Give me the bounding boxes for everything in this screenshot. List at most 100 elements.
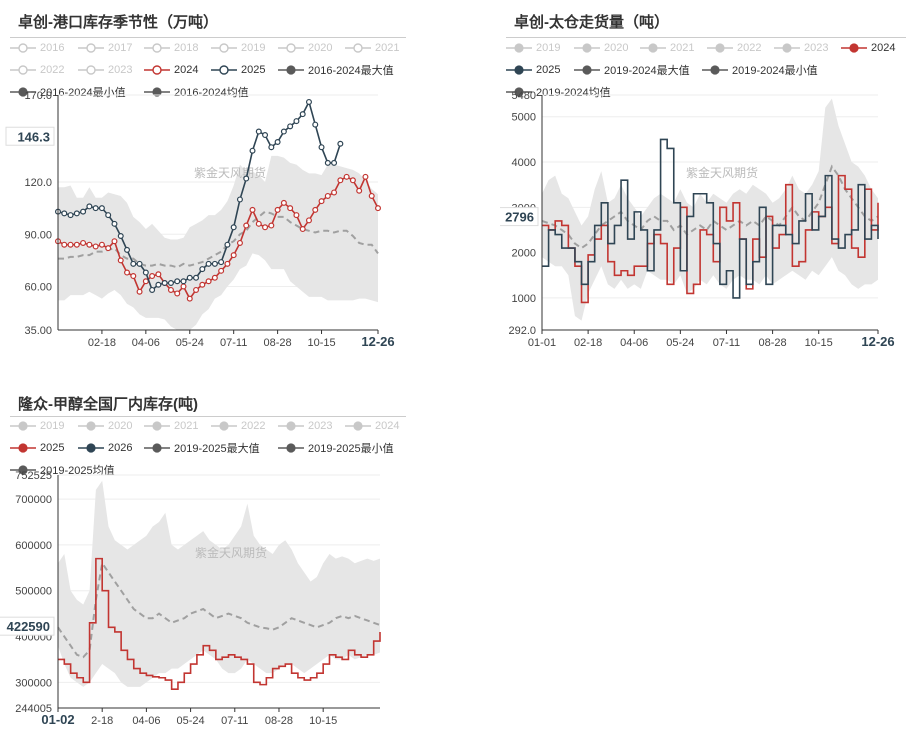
legend-item-2021[interactable]: 2021 [144, 419, 198, 433]
legend-item-2019[interactable]: 2019 [211, 41, 265, 55]
legend-marker-icon [278, 65, 304, 75]
point-2024 [86, 241, 93, 248]
legend-item-2025[interactable]: 2025 [10, 441, 64, 455]
y-tick-label: 120.0 [24, 177, 52, 189]
legend-marker-icon [211, 65, 237, 75]
legend-item-2019-2025最小值[interactable]: 2019-2025最小值 [278, 441, 394, 455]
point-2025 [299, 111, 306, 118]
legend-item-2019-2025均值[interactable]: 2019-2025均值 [10, 463, 115, 477]
point-2025 [73, 210, 80, 217]
legend-marker-icon [144, 443, 170, 453]
legend-marker-icon [774, 43, 800, 53]
legend-marker-icon [640, 43, 666, 53]
legend-item-2016-2024均值[interactable]: 2016-2024均值 [144, 85, 249, 99]
x-tick-label: 10-15 [309, 715, 337, 727]
legend-item-2023[interactable]: 2023 [774, 41, 828, 55]
x-tick-label: 05-24 [666, 337, 694, 349]
watermark: 紫金天风期货 [195, 545, 267, 560]
legend-item-2019-2024最大值[interactable]: 2019-2024最大值 [574, 63, 690, 77]
legend-label: 2016-2024最小值 [40, 87, 126, 99]
legend-item-2022[interactable]: 2022 [211, 419, 265, 433]
legend-item-2019-2024最小值[interactable]: 2019-2024最小值 [702, 63, 818, 77]
legend-item-2022[interactable]: 2022 [707, 41, 761, 55]
chart-plot: 170.0 120.0 90.00 60.00 35.00 紫金天风期货 02-18 04-0… [5, 90, 395, 349]
legend-label: 2016 [40, 42, 65, 54]
x-tick-label: 08-28 [264, 337, 292, 349]
legend-label: 2022 [737, 42, 762, 54]
point-2025 [262, 132, 269, 139]
y-tick-label: 752525 [15, 470, 52, 482]
legend-label: 2019-2024均值 [536, 87, 611, 99]
legend-item-2019[interactable]: 2019 [506, 41, 560, 55]
legend-item-2021[interactable]: 2021 [640, 41, 694, 55]
legend-item-2022[interactable]: 2022 [10, 63, 64, 77]
legend-item-2024[interactable]: 2024 [841, 41, 895, 55]
legend-label: 2021 [375, 42, 400, 54]
legend-item-2024[interactable]: 2024 [345, 419, 399, 433]
legend-item-2017[interactable]: 2017 [78, 41, 132, 55]
legend-item-2021[interactable]: 2021 [345, 41, 399, 55]
point-2025 [180, 278, 187, 285]
legend-item-2016[interactable]: 2016 [10, 41, 64, 55]
point-2025 [324, 159, 331, 166]
legend-item-2023[interactable]: 2023 [278, 419, 332, 433]
point-2024 [230, 252, 237, 259]
point-2025 [86, 203, 93, 210]
series-avg-line [58, 210, 379, 269]
legend-item-2019[interactable]: 2019 [10, 419, 64, 433]
point-2025 [61, 210, 68, 217]
legend-item-2016-2024最小值[interactable]: 2016-2024最小值 [10, 85, 126, 99]
point-2025 [161, 280, 168, 287]
point-2025 [274, 139, 281, 146]
x-tick-label: 04-06 [132, 337, 160, 349]
legend-marker-icon [10, 43, 36, 53]
x-tick-label: 05-24 [177, 715, 205, 727]
legend-item-2025[interactable]: 2025 [211, 63, 265, 77]
legend-item-2024[interactable]: 2024 [144, 63, 198, 77]
series-avg-line [541, 164, 879, 250]
point-2025 [318, 144, 325, 151]
band-max-min [58, 480, 380, 687]
point-2024 [255, 220, 262, 227]
point-2025 [255, 128, 262, 135]
y-tick-label: 600000 [15, 540, 52, 552]
legend-item-2020[interactable]: 2020 [574, 41, 628, 55]
chart-plot: 548050004000300020001000292.0紫金天风期货01-01… [500, 90, 895, 349]
x-tick-label: 12-26 [361, 334, 394, 349]
point-2024 [67, 241, 74, 248]
legend-item-2019-2025最大值[interactable]: 2019-2025最大值 [144, 441, 260, 455]
legend-label: 2025 [241, 64, 266, 76]
point-2024 [211, 274, 218, 281]
point-2024 [262, 224, 269, 231]
y-tick-label: 170.0 [24, 90, 52, 102]
point-2025 [312, 121, 319, 128]
legend-marker-icon [211, 421, 237, 431]
legend-marker-icon [144, 65, 170, 75]
legend-item-2023[interactable]: 2023 [78, 63, 132, 77]
point-2024 [268, 222, 275, 229]
legend-label: 2019-2024最小值 [732, 65, 818, 77]
legend-label: 2022 [241, 420, 266, 432]
legend-marker-icon [10, 443, 36, 453]
legend-item-2018[interactable]: 2018 [144, 41, 198, 55]
legend-item-2019-2024均值[interactable]: 2019-2024均值 [506, 85, 611, 99]
legend-label: 2016-2024最大值 [308, 65, 394, 77]
legend-item-2025[interactable]: 2025 [506, 63, 560, 77]
x-tick-label: 05-24 [176, 337, 204, 349]
y-tick-label: 90.00 [24, 229, 52, 241]
legend-item-2020[interactable]: 2020 [278, 41, 332, 55]
chart-title: 卓创-太仓走货量（吨） [514, 14, 669, 31]
legend-label: 2020 [604, 42, 629, 54]
title-divider [10, 416, 406, 417]
point-2025 [236, 196, 243, 203]
legend-label: 2024 [375, 420, 400, 432]
legend-marker-icon [506, 87, 532, 97]
point-2025 [280, 128, 287, 135]
point-2024 [111, 238, 118, 245]
legend-label: 2023 [308, 420, 333, 432]
legend-item-2026[interactable]: 2026 [78, 441, 132, 455]
legend-item-2016-2024最大值[interactable]: 2016-2024最大值 [278, 63, 394, 77]
point-2024 [73, 241, 80, 248]
chart-title: 隆众-甲醇全国厂内库存(吨) [18, 396, 198, 413]
legend-item-2020[interactable]: 2020 [78, 419, 132, 433]
